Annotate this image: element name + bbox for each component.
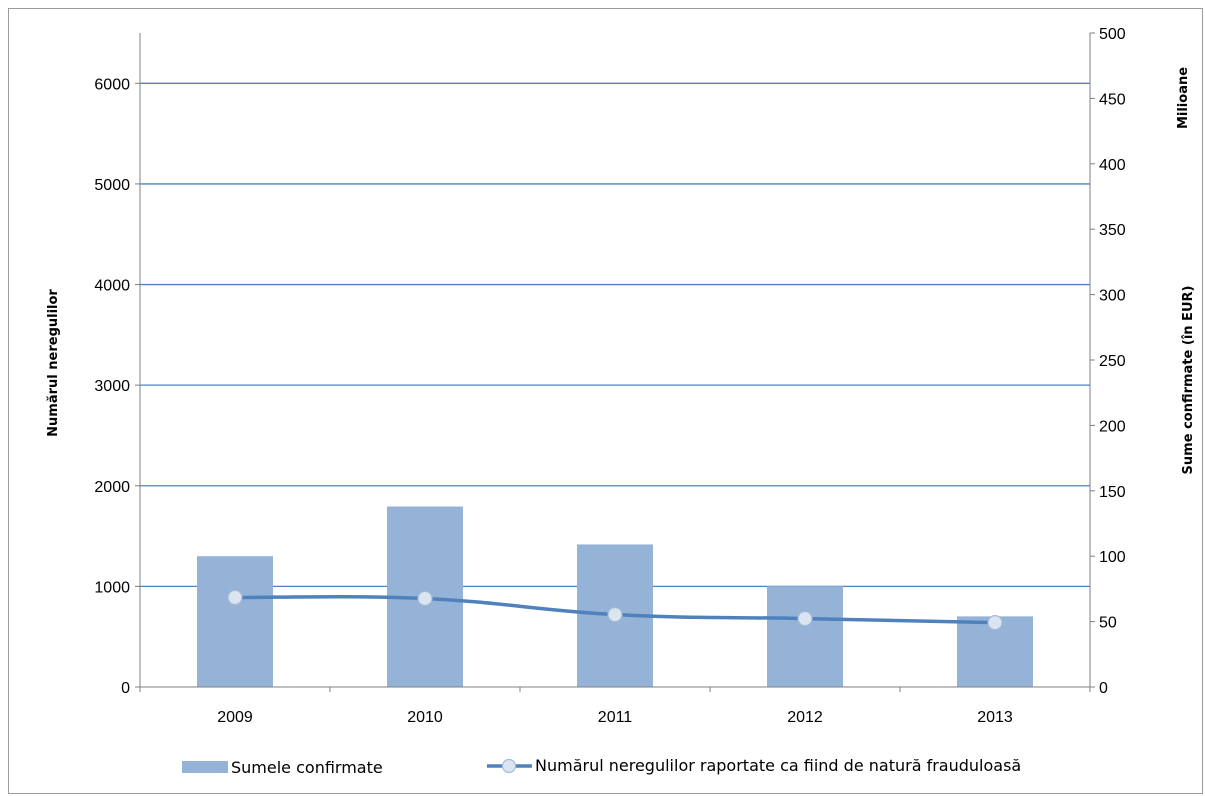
x-tick-label: 2012 <box>787 709 823 726</box>
left-tick-labels: 0 1000 2000 3000 4000 5000 6000 <box>94 76 140 697</box>
point-2010 <box>417 590 433 607</box>
y-left-axis-title: Numărul neregulilor <box>46 289 61 437</box>
legend-label-line: Numărul neregulilor raportate ca fiind d… <box>535 756 1021 775</box>
legend-label-bar: Sumele confirmate <box>231 758 383 777</box>
x-tick-label: 2011 <box>598 709 633 726</box>
point-2012 <box>797 610 813 627</box>
y-left-tick-label: 0 <box>121 680 130 697</box>
y-right-tick-label: 250 <box>1099 353 1126 370</box>
y-right-axis-title: Sume confirmate (în EUR) <box>1181 286 1196 475</box>
bar-2012 <box>767 586 843 687</box>
y-right-tick-label: 100 <box>1099 549 1126 566</box>
y-left-tick-label: 6000 <box>94 76 130 93</box>
y-right-tick-label: 150 <box>1099 484 1126 501</box>
y-left-tick-label: 1000 <box>94 579 130 596</box>
x-tick-label: 2009 <box>217 709 253 726</box>
y-left-tick-label: 3000 <box>94 378 130 395</box>
y-left-tick-label: 2000 <box>94 479 130 496</box>
legend: Sumele confirmate Numărul neregulilor ra… <box>182 756 1021 777</box>
x-tick-label: 2013 <box>977 709 1013 726</box>
bar-2009 <box>197 556 273 687</box>
gridlines <box>140 82 1090 588</box>
y-left-tick-label: 5000 <box>94 177 130 194</box>
y-left-tick-label: 4000 <box>94 278 130 295</box>
x-tick-labels: 2009 2010 2011 2012 2013 <box>139 687 1091 726</box>
point-2011 <box>607 606 623 623</box>
x-tick-label: 2010 <box>407 709 443 726</box>
y-right-tick-label: 300 <box>1099 288 1126 305</box>
line-series <box>227 589 1003 631</box>
y-right-tick-label: 350 <box>1099 222 1126 239</box>
y-right-tick-label: 400 <box>1099 157 1126 174</box>
legend-swatch-marker <box>501 758 517 774</box>
legend-swatch-bar <box>182 761 228 773</box>
point-2013 <box>987 615 1003 631</box>
y-right-tick-label: 50 <box>1099 615 1117 632</box>
right-tick-labels: 0 50 100 150 200 250 300 350 400 450 500 <box>1090 26 1126 697</box>
point-2009 <box>227 589 243 606</box>
y-right-tick-label: 200 <box>1099 418 1126 435</box>
y-right-tick-label: 0 <box>1099 680 1108 697</box>
y-right-tick-label: 450 <box>1099 91 1126 108</box>
y-right-tick-label: 500 <box>1099 26 1126 43</box>
y-right-unit-label: Milioane <box>1176 67 1191 129</box>
